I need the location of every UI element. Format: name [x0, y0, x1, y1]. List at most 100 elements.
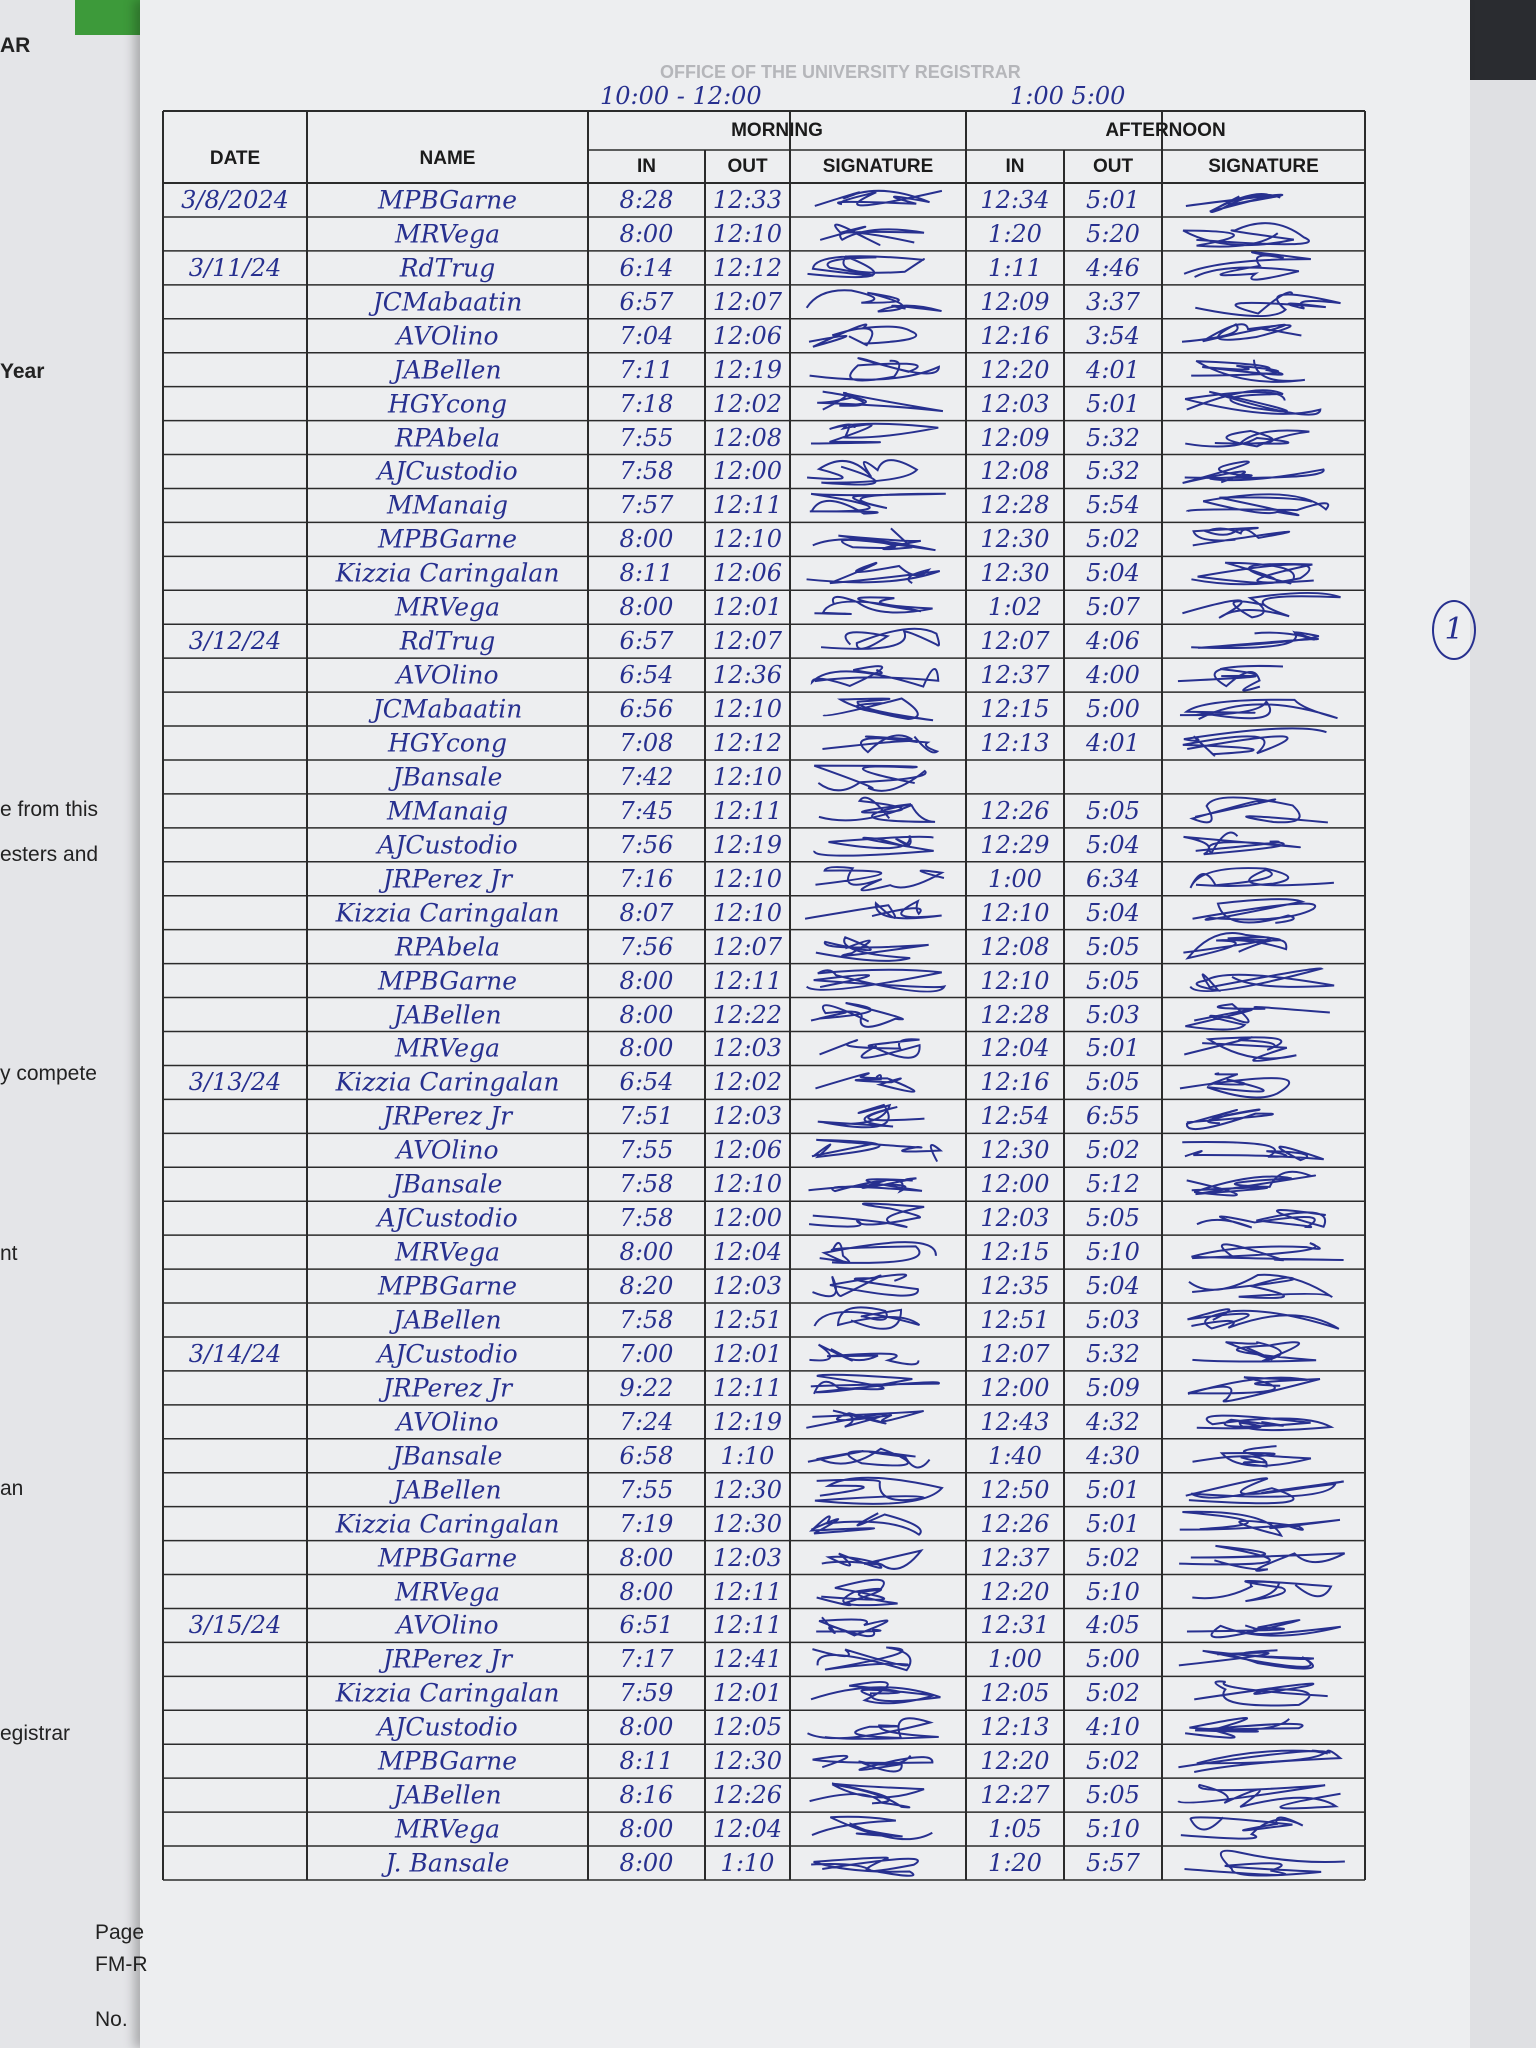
name: AJCustodio: [377, 830, 518, 860]
signature-scribble: [1192, 1341, 1317, 1363]
signature-scribble: [818, 796, 936, 823]
time: 5:02: [1086, 1136, 1140, 1165]
time: 5:03: [1086, 1305, 1140, 1334]
time: 12:26: [980, 1509, 1050, 1538]
signature-scribble: [1182, 727, 1327, 757]
time: 8:28: [619, 185, 674, 214]
signature-scribble: [815, 936, 929, 962]
time: 12:30: [980, 559, 1050, 588]
time: 1:00: [988, 864, 1042, 893]
name: JBansale: [392, 1441, 503, 1471]
time: 5:00: [1086, 1645, 1140, 1674]
time: 12:35: [980, 1272, 1050, 1301]
signature-scribble: [812, 1273, 919, 1298]
signature-scribble: [1192, 898, 1317, 924]
signature-scribble: [808, 1202, 925, 1229]
next-sheet: [1470, 80, 1536, 2048]
time: 7:16: [619, 864, 674, 893]
left-page-text: Year: [0, 360, 45, 383]
name: Kizzia Caringalan: [335, 1509, 560, 1539]
time: 12:31: [980, 1611, 1050, 1640]
signature-scribble: [1185, 193, 1284, 213]
time: 8:11: [619, 1747, 674, 1776]
date: 3/13/24: [188, 1068, 282, 1097]
time: 12:08: [980, 457, 1050, 486]
name: JRPerez Jr: [382, 1644, 513, 1674]
signature-scribble: [1196, 1414, 1335, 1432]
signature-scribble: [809, 492, 946, 515]
time: 12:00: [980, 1373, 1050, 1402]
time: 8:11: [619, 559, 674, 588]
name: AJCustodio: [377, 1712, 518, 1742]
time: 5:05: [1086, 796, 1140, 825]
time: 5:02: [1086, 525, 1140, 554]
time: 12:11: [712, 966, 783, 995]
signature-scribble: [1191, 561, 1314, 586]
time: 8:20: [619, 1272, 674, 1301]
signature-scribble: [1179, 1072, 1291, 1099]
time: 1:05: [988, 1815, 1042, 1844]
time: 5:10: [1086, 1238, 1140, 1267]
time: 12:10: [980, 898, 1050, 927]
time: 7:55: [619, 1475, 674, 1504]
time: 12:07: [712, 287, 783, 316]
time: 12:54: [980, 1102, 1050, 1131]
time: 4:32: [1086, 1407, 1140, 1436]
time: 5:01: [1086, 1509, 1140, 1538]
time: 12:34: [980, 185, 1050, 214]
signature-scribble: [809, 1343, 920, 1366]
time: 4:05: [1086, 1611, 1140, 1640]
left-page-text: AR: [0, 34, 31, 57]
time: 12:07: [712, 932, 783, 961]
time: 8:00: [619, 1000, 674, 1029]
signature-scribble: [821, 1549, 924, 1570]
signature-scribble: [1185, 1477, 1344, 1505]
signature-scribble: [811, 1856, 919, 1877]
name: JABellen: [393, 355, 502, 385]
name: RdTrug: [399, 253, 496, 283]
time: 12:13: [980, 729, 1050, 757]
signature-scribble: [1184, 1716, 1304, 1739]
signature-scribble: [806, 459, 919, 486]
date: 3/11/24: [188, 253, 282, 282]
signature-scribble: [1184, 389, 1322, 416]
time: 12:50: [980, 1475, 1050, 1504]
signature-scribble: [1182, 1140, 1325, 1162]
time: 4:01: [1086, 355, 1140, 384]
signature-scribble: [822, 697, 934, 722]
time: 8:00: [619, 1238, 674, 1267]
signature-scribble: [813, 835, 934, 857]
time: 12:11: [712, 1373, 783, 1402]
time: 12:19: [712, 355, 783, 384]
left-page-text: No.: [95, 2008, 128, 2031]
signature-scribble: [1185, 429, 1310, 448]
time: 5:03: [1086, 1000, 1140, 1029]
sheet: [140, 0, 1470, 2048]
time: 7:55: [619, 1136, 674, 1165]
name: RPAbela: [394, 423, 501, 453]
name: AJCustodio: [377, 456, 518, 486]
time: 6:51: [619, 1611, 674, 1640]
time: 12:00: [980, 1170, 1050, 1199]
time: 8:16: [619, 1781, 674, 1810]
margin-note: 1: [1432, 600, 1476, 660]
time: 7:58: [619, 1170, 674, 1199]
time: 5:01: [1086, 1034, 1140, 1063]
time: 5:57: [1086, 1849, 1140, 1878]
time: 12:29: [980, 830, 1050, 859]
signature-scribble: [811, 1138, 944, 1163]
name: RPAbela: [394, 932, 501, 962]
group-header: AFTERNOON: [1105, 119, 1226, 141]
time: 12:01: [712, 1339, 783, 1368]
time: 12:15: [980, 695, 1050, 724]
time: 3:37: [1086, 287, 1140, 316]
name: JABellen: [393, 1000, 502, 1030]
time: 12:16: [980, 1068, 1050, 1097]
signature-scribble: [1183, 251, 1311, 281]
time: 3:54: [1086, 321, 1140, 350]
signature-scribble: [804, 899, 942, 920]
name: JRPerez Jr: [382, 1373, 513, 1403]
time: 5:01: [1086, 1475, 1140, 1504]
name: JABellen: [393, 1780, 502, 1810]
